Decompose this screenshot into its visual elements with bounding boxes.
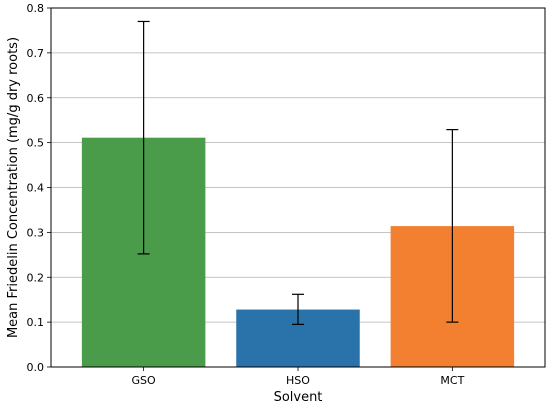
y-tick-label: 0.4 — [27, 182, 45, 195]
x-tick-label: HSO — [286, 374, 310, 387]
y-axis-ticks: 0.0 0.1 0.2 0.3 0.4 0.5 0.6 0.7 0.8 — [27, 2, 51, 374]
error-bars — [137, 20, 459, 325]
y-tick-label: 0.1 — [27, 316, 45, 329]
y-tick-label: 0.8 — [27, 2, 45, 15]
x-tick-label: GSO — [132, 374, 157, 387]
y-tick-label: 0.7 — [27, 47, 45, 60]
y-tick-label: 0.0 — [27, 361, 45, 374]
y-tick-label: 0.3 — [27, 226, 45, 239]
x-axis-ticks: GSO HSO MCT — [132, 367, 465, 387]
y-axis-label: Mean Friedelin Concentration (mg/g dry r… — [6, 37, 21, 338]
x-tick-label: MCT — [440, 374, 464, 387]
y-tick-label: 0.6 — [27, 92, 45, 105]
bars — [81, 137, 515, 367]
y-tick-label: 0.5 — [27, 137, 45, 150]
y-tick-label: 0.2 — [27, 271, 45, 284]
x-axis-label: Solvent — [274, 390, 323, 405]
